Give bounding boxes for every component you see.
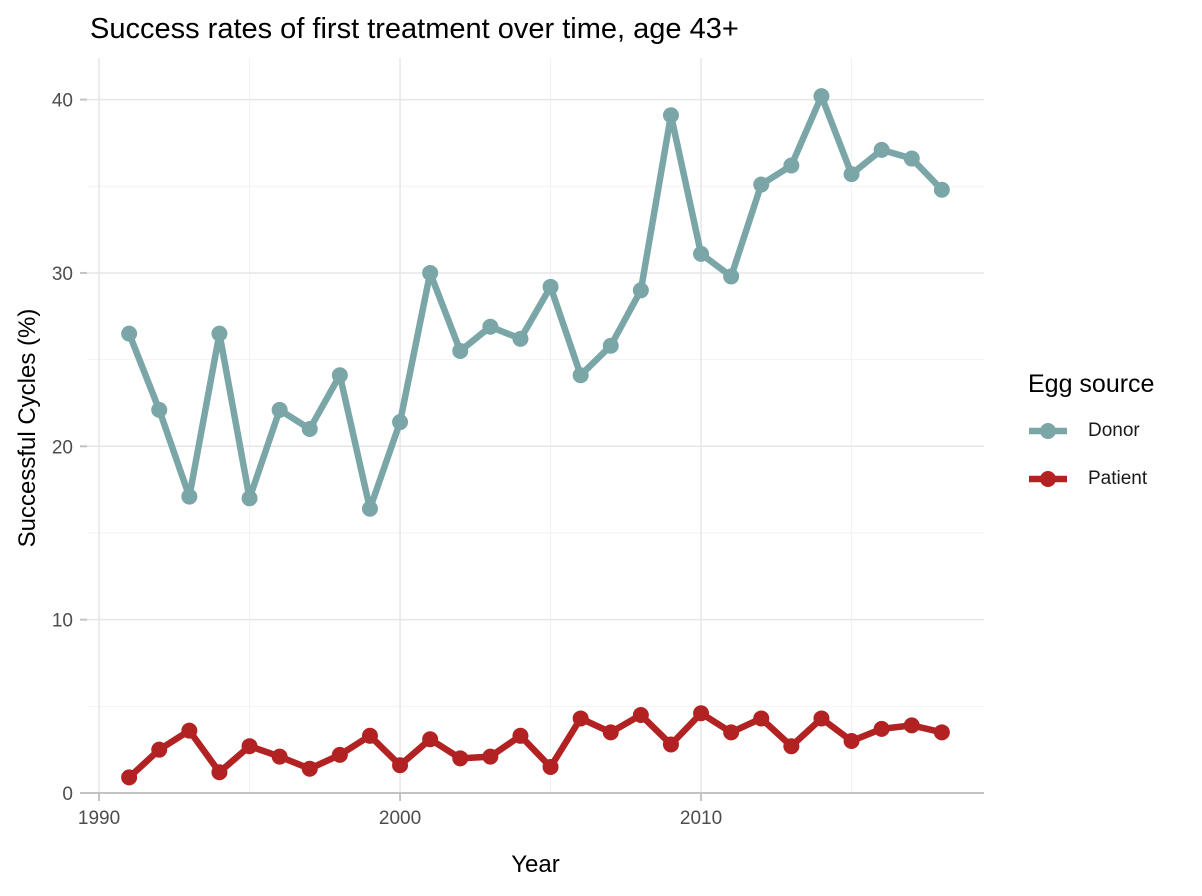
data-point-patient: [662, 736, 679, 753]
y-tick-label: 20: [52, 437, 73, 458]
data-point-donor: [331, 367, 348, 384]
data-point-patient: [331, 746, 348, 763]
data-point-donor: [301, 420, 318, 437]
legend-item-donor: Donor: [1028, 415, 1154, 447]
data-point-patient: [873, 720, 890, 737]
data-point-patient: [813, 710, 830, 727]
data-point-patient: [211, 764, 228, 781]
data-point-donor: [662, 107, 679, 124]
data-point-donor: [271, 401, 288, 418]
data-point-donor: [753, 176, 770, 193]
data-point-patient: [241, 738, 258, 755]
data-point-donor: [873, 141, 890, 158]
x-tick-label: 2000: [379, 808, 421, 829]
data-point-patient: [301, 760, 318, 777]
data-point-patient: [632, 706, 649, 723]
data-point-patient: [512, 727, 529, 744]
data-point-patient: [933, 724, 950, 741]
data-point-patient: [903, 717, 920, 734]
data-point-patient: [843, 732, 860, 749]
x-tick-label: 1990: [78, 808, 120, 829]
data-point-donor: [361, 500, 378, 517]
x-tick-label: 2010: [680, 808, 722, 829]
data-point-donor: [632, 282, 649, 299]
data-point-donor: [241, 490, 258, 507]
data-point-patient: [723, 724, 740, 741]
series-line-donor: [125, 92, 946, 512]
data-point-patient: [602, 724, 619, 741]
y-tick-label: 0: [62, 784, 73, 805]
data-point-patient: [572, 710, 589, 727]
legend-title: Egg source: [1028, 370, 1155, 398]
y-tick-label: 10: [52, 611, 73, 632]
x-axis-title: Year: [511, 851, 560, 878]
data-point-donor: [693, 245, 710, 262]
data-point-donor: [813, 88, 830, 105]
data-point-patient: [181, 722, 198, 739]
data-point-donor: [723, 268, 740, 285]
data-point-patient: [783, 738, 800, 755]
data-point-donor: [843, 166, 860, 183]
y-tick-label: 30: [52, 264, 73, 285]
y-axis-title: Successful Cycles (%): [14, 308, 41, 548]
data-point-patient: [422, 731, 439, 748]
data-point-patient: [693, 705, 710, 722]
data-point-patient: [151, 741, 168, 758]
data-point-patient: [542, 758, 559, 775]
data-point-donor: [452, 342, 469, 359]
legend: Egg source Donor Patient: [1028, 369, 1154, 495]
data-point-donor: [151, 401, 168, 418]
data-point-patient: [482, 748, 499, 765]
data-point-patient: [452, 750, 469, 767]
legend-label: Patient: [1088, 468, 1148, 489]
data-point-donor: [181, 488, 198, 505]
legend-key-icon: [1029, 471, 1067, 487]
data-point-donor: [542, 278, 559, 295]
data-point-donor: [392, 414, 409, 431]
data-point-donor: [121, 325, 138, 342]
data-point-donor: [482, 318, 499, 335]
data-point-donor: [572, 367, 589, 384]
data-point-patient: [392, 757, 409, 774]
data-point-patient: [361, 727, 378, 744]
data-point-donor: [211, 325, 228, 342]
legend-label: Donor: [1088, 420, 1140, 441]
y-tick-label: 40: [52, 91, 73, 112]
data-point-patient: [271, 748, 288, 765]
data-point-patient: [121, 769, 138, 786]
legend-item-patient: Patient: [1028, 463, 1154, 495]
data-point-donor: [602, 337, 619, 354]
chart-title: Success rates of first treatment over ti…: [90, 13, 739, 45]
data-point-patient: [753, 710, 770, 727]
data-point-donor: [933, 181, 950, 198]
series-line-patient: [125, 710, 946, 781]
data-point-donor: [783, 157, 800, 174]
data-point-donor: [512, 330, 529, 347]
legend-key-icon: [1029, 423, 1067, 439]
data-point-donor: [422, 264, 439, 281]
legend-items: Donor Patient: [1028, 415, 1154, 495]
data-point-donor: [903, 150, 920, 167]
